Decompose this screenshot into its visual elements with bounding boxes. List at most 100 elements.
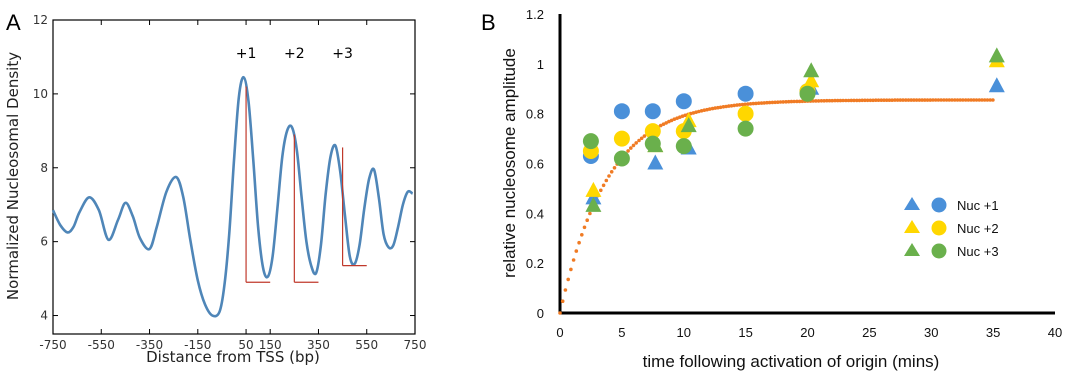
panel-b-fit-point [898, 98, 903, 102]
panel-a-xlabel: Distance from TSS (bp) [146, 348, 320, 366]
panel-b-fit-point [721, 105, 726, 109]
panel-b-fit-point [697, 109, 701, 114]
panel-b-fit-point [857, 98, 862, 103]
panel-a-density-line [51, 76, 414, 318]
panel-b-fit-point [947, 98, 952, 102]
panel-b-fit-point [683, 113, 687, 118]
panel-a-xtick-label: 350 [307, 338, 330, 352]
panel-b-fit-point [816, 99, 821, 103]
panel-b-data-circle [737, 120, 754, 137]
panel-b-fit-point [882, 98, 886, 102]
panel-b-fit-point [713, 106, 717, 110]
panel-b-fit-point [972, 98, 976, 102]
panel-b-fit-point [912, 98, 916, 102]
panel-b-fit-point [658, 123, 663, 128]
panel-b-fit-point [729, 104, 734, 108]
panel-a-xtick-label: -550 [88, 338, 115, 352]
panel-b-xtick-label: 35 [986, 325, 1000, 340]
panel-b-fit-point [754, 101, 758, 106]
panel-b-fit-point [756, 101, 761, 105]
panel-b-fit-point [925, 98, 930, 102]
panel-b-fit-point [980, 98, 984, 102]
panel-a-xtick-label: 750 [404, 338, 427, 352]
panel-b-letter: B [481, 10, 496, 35]
panel-b-ylabel: relative nucleosome amplitude [500, 48, 519, 278]
panel-b-data-triangle [803, 62, 820, 78]
panel-b-fit-point [819, 99, 824, 103]
panel-b-xtick-label: 25 [862, 325, 876, 340]
panel-b-fit-point [767, 100, 772, 105]
panel-b-fit-point [863, 98, 867, 103]
panel-b-fit-point [707, 107, 712, 111]
panel-a-xtick-label: 50 [238, 338, 253, 352]
panel-b-data-circle [613, 130, 630, 147]
panel-b-fit-point [710, 106, 715, 111]
panel-b-data-circle [644, 103, 661, 120]
panel-b-legend-triangle [904, 243, 920, 256]
panel-b-fit-point [879, 98, 884, 102]
panel-b-data-circle [613, 150, 630, 167]
panel-a-xtick-label: 550 [355, 338, 378, 352]
panel-b-fit-point [988, 98, 992, 102]
panel-b-legend-label: Nuc +3 [957, 244, 999, 259]
panel-b-data-circle [675, 93, 692, 110]
panel-b-fit-point [792, 99, 796, 104]
panel-b-fit-point [868, 98, 873, 103]
panel-a-ytick-label: 8 [40, 161, 48, 175]
panel-b-fit-point [890, 98, 894, 102]
panel-b-fit-point [827, 98, 832, 103]
panel-b-fit-point [846, 98, 851, 103]
panel-b-fit-point [751, 101, 756, 106]
panel-b-fit-point [797, 99, 802, 104]
panel-b-fit-point [936, 98, 941, 102]
panel-b-fit-point [765, 100, 769, 105]
panel-b-fit-point [743, 102, 747, 107]
panel-b-fit-point [569, 267, 573, 272]
panel-b-fit-point [904, 98, 908, 102]
panel-b-fit-point [773, 100, 777, 105]
panel-b-fit-point [675, 116, 679, 120]
panel-b-data-triangle [647, 154, 664, 170]
panel-b-xtick-label: 40 [1048, 325, 1062, 340]
panel-b-xlabel: time following activation of origin (min… [643, 352, 940, 371]
panel-b-fit-point [560, 299, 565, 304]
panel-b-fit-point [762, 101, 766, 105]
panel-b-fit-point [914, 98, 919, 102]
panel-b-fit-point [942, 98, 946, 102]
panel-b-fit-point [612, 166, 617, 170]
panel-a-xtick-label: -750 [39, 338, 66, 352]
panel-b-legend-circle [931, 220, 947, 236]
panel-b-fit-point [933, 98, 938, 102]
panel-b-fit-point [849, 98, 854, 103]
panel-b-fit-point [599, 188, 603, 193]
panel-b-data-circle [644, 123, 661, 140]
panel-b-fit-point [724, 104, 728, 109]
panel-b-fit-point [814, 99, 818, 103]
panel-b-data-triangle [585, 181, 602, 197]
panel-a-chart: -750 -550 -350 -150 50 150 350 550 750 4 6 8 10 12 +1 +… [33, 13, 427, 352]
panel-b-fit-point [604, 178, 609, 183]
panel-a-ytick-label: 12 [33, 13, 48, 27]
panel-b-fit-point [958, 98, 962, 102]
panel-b-fit-point [580, 233, 584, 237]
panel-b-fit-point [982, 98, 987, 102]
panel-b-fit-point [838, 98, 843, 103]
panel-b-fit-point [582, 225, 587, 230]
panel-b-xtick-label: 5 [618, 325, 625, 340]
panel-b-ytick-label: 1.2 [526, 7, 544, 22]
panel-b-fit-point [563, 288, 568, 292]
panel-a-ytick-label: 4 [40, 309, 48, 323]
panel-b-fit-point [822, 99, 826, 103]
panel-b-fit-point [746, 102, 750, 106]
panel-b-data-circle [737, 85, 754, 102]
panel-b-fit-point [876, 98, 881, 102]
panel-b-ytick-label: 0 [537, 306, 544, 321]
panel-b-fit-point [974, 98, 979, 102]
panel-b-fit-point [985, 98, 990, 102]
panel-b-fit-point [558, 311, 562, 315]
panel-b-fit-point [931, 98, 935, 102]
panel-b-fit-point [634, 141, 638, 145]
panel-b-fit-point [789, 99, 794, 104]
panel-b-legend-circle [931, 243, 947, 259]
